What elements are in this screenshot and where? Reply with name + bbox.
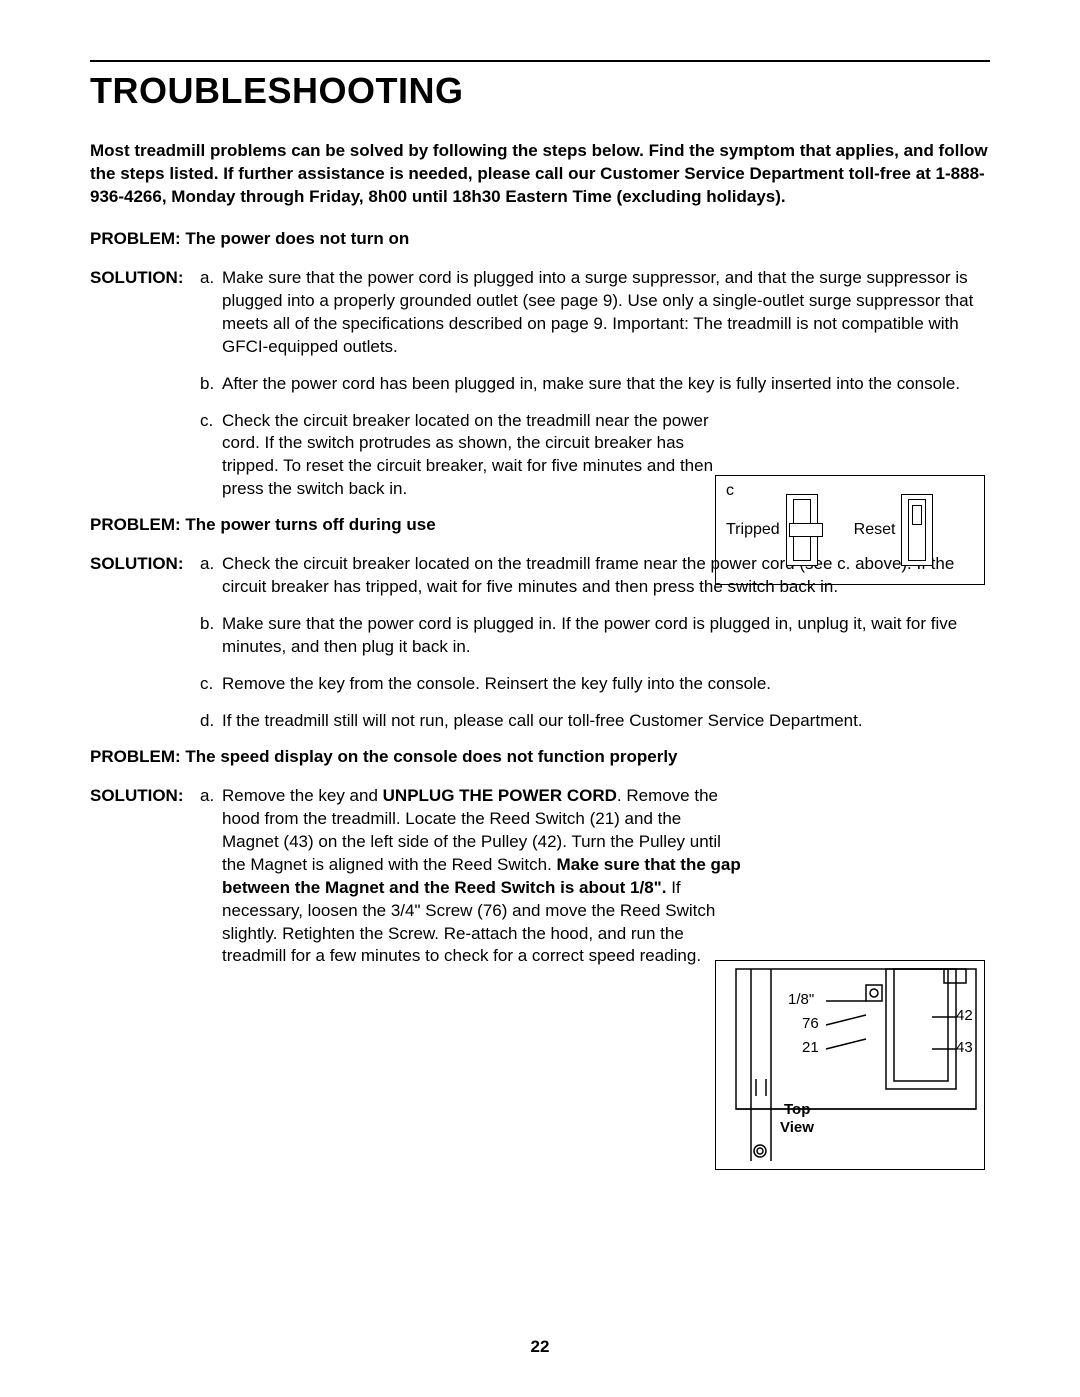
label-eighth: 1/8"	[788, 991, 814, 1008]
text-fragment: Remove the key and	[222, 786, 383, 805]
list-letter: a.	[200, 267, 222, 359]
label-top: Top	[784, 1101, 810, 1118]
label-76: 76	[802, 1015, 819, 1032]
problem-1-solution-b: b. After the power cord has been plugged…	[90, 373, 990, 396]
switch-tripped-icon	[786, 494, 818, 566]
page-number: 22	[531, 1337, 550, 1357]
list-letter: d.	[200, 710, 222, 733]
bold-fragment: UNPLUG THE POWER CORD	[383, 786, 617, 805]
solution-label: SOLUTION:	[90, 267, 200, 359]
page-title: TROUBLESHOOTING	[90, 70, 990, 112]
solution-text: After the power cord has been plugged in…	[222, 373, 990, 396]
diagram-letter: c	[726, 482, 734, 500]
solution-label: SOLUTION:	[90, 785, 200, 969]
solution-text: If the treadmill still will not run, ple…	[222, 710, 990, 733]
problem-3-heading: PROBLEM: The speed display on the consol…	[90, 747, 990, 767]
problem-1-solution-a: SOLUTION: a. Make sure that the power co…	[90, 267, 990, 359]
problem-3-solution-a: SOLUTION: a. Remove the key and UNPLUG T…	[90, 785, 990, 969]
solution-text: Make sure that the power cord is plugged…	[222, 267, 990, 359]
solution-text: Remove the key from the console. Reinser…	[222, 673, 990, 696]
list-letter: b.	[200, 373, 222, 396]
problem-2-solution-b: b. Make sure that the power cord is plug…	[90, 613, 990, 659]
tripped-label: Tripped	[726, 521, 780, 539]
label-42: 42	[956, 1007, 973, 1024]
label-21: 21	[802, 1039, 819, 1056]
top-rule	[90, 60, 990, 62]
list-letter: b.	[200, 613, 222, 659]
solution-text: Check the circuit breaker located on the…	[222, 410, 742, 502]
intro-paragraph: Most treadmill problems can be solved by…	[90, 140, 990, 209]
circuit-breaker-diagram: c Tripped Reset	[715, 475, 985, 585]
problem-2-solution-c: c. Remove the key from the console. Rein…	[90, 673, 990, 696]
list-letter: c.	[200, 673, 222, 696]
list-letter: a.	[200, 785, 222, 969]
solution-text: Make sure that the power cord is plugged…	[222, 613, 990, 659]
solution-text: Remove the key and UNPLUG THE POWER CORD…	[222, 785, 742, 969]
top-view-svg	[716, 961, 986, 1171]
list-letter: a.	[200, 553, 222, 599]
solution-label: SOLUTION:	[90, 553, 200, 599]
top-view-diagram: 1/8" 76 21 42 43 Top View	[715, 960, 985, 1170]
problem-2-solution-d: d. If the treadmill still will not run, …	[90, 710, 990, 733]
label-view: View	[780, 1119, 814, 1136]
label-43: 43	[956, 1039, 973, 1056]
switch-reset-icon	[901, 494, 933, 566]
list-letter: c.	[200, 410, 222, 502]
reset-label: Reset	[854, 521, 896, 539]
problem-1-heading: PROBLEM: The power does not turn on	[90, 229, 990, 249]
